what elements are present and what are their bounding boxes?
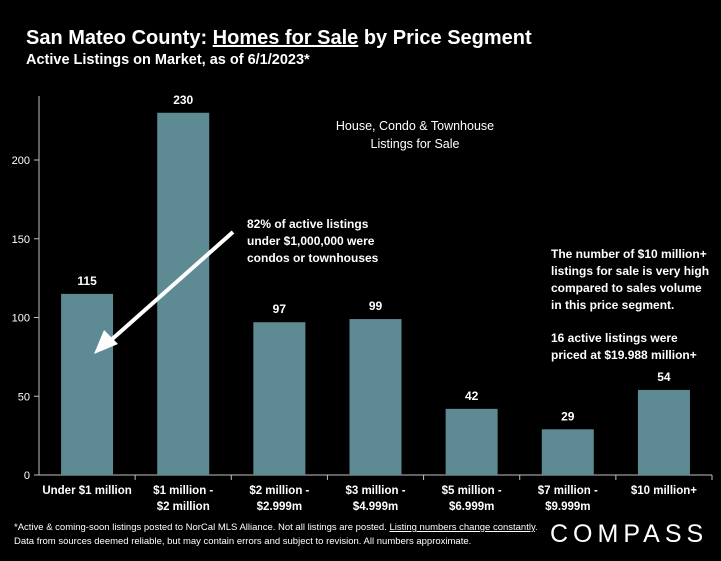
x-tick-label: $2.999m: [257, 501, 302, 513]
title-emphasis: Homes for Sale: [212, 27, 359, 49]
title-prefix: San Mateo County:: [26, 27, 213, 49]
series-annotation-line: Listings for Sale: [371, 137, 460, 151]
sixteen-listings-note-line: priced at $19.988 million+: [551, 348, 697, 362]
bar: [445, 408, 498, 475]
chart-subtitle: Active Listings on Market, as of 6/1/202…: [26, 52, 310, 68]
footnote-text-a: *Active & coming-soon listings posted to…: [14, 522, 390, 533]
y-tick-label: 100: [12, 313, 30, 325]
ten-million-note-line: compared to sales volume: [551, 281, 702, 295]
x-tick-label: $1 million -: [153, 485, 213, 497]
compass-logo: COMPASS: [550, 520, 709, 548]
x-tick-label: $7 million -: [538, 485, 598, 497]
bar: [637, 389, 690, 475]
x-tick-label: $5 million -: [442, 485, 502, 497]
y-tick-label: 150: [12, 234, 30, 246]
bar-value-label: 99: [369, 299, 383, 313]
x-tick-label: $9.999m: [545, 501, 590, 513]
arrow-annotation-line: under $1,000,000 were: [247, 234, 375, 248]
y-tick-label: 200: [12, 155, 30, 167]
arrow-annotation-line: 82% of active listings: [247, 217, 369, 231]
bar-value-label: 42: [465, 389, 479, 403]
series-annotation-line: House, Condo & Townhouse: [336, 119, 494, 133]
x-tick-label: Under $1 million: [42, 485, 131, 497]
ten-million-note-line: in this price segment.: [551, 298, 674, 312]
footnote-text-b: . Data from sources deemed reliable, but…: [14, 522, 538, 547]
footnote: *Active & coming-soon listings posted to…: [14, 521, 544, 549]
chart-title: San Mateo County: Homes for Sale by Pric…: [26, 27, 532, 50]
bar: [253, 322, 306, 475]
bar-value-label: 97: [273, 302, 287, 316]
bar-value-label: 115: [77, 274, 97, 288]
bar: [61, 293, 114, 475]
bar-value-label: 230: [173, 93, 193, 107]
x-tick-label: $6.999m: [449, 501, 494, 513]
x-tick-label: $4.999m: [353, 501, 398, 513]
footnote-link[interactable]: Listing numbers change constantly: [389, 522, 536, 533]
arrow-annotation-line: condos or townhouses: [247, 251, 379, 265]
bar: [349, 319, 402, 475]
annotation-arrow-head: [94, 330, 118, 354]
x-tick-label: $3 million -: [345, 485, 405, 497]
x-tick-label: $2 million -: [249, 485, 309, 497]
bar-value-label: 54: [657, 370, 671, 384]
x-tick-label: $10 million+: [631, 485, 697, 497]
bar: [541, 429, 594, 475]
sixteen-listings-note-line: 16 active listings were: [551, 331, 678, 345]
ten-million-note-line: listings for sale is very high: [551, 264, 709, 278]
bar-value-label: 29: [561, 409, 575, 423]
annotation-arrow-shaft: [108, 230, 235, 343]
y-tick-label: 50: [18, 391, 30, 403]
x-tick-label: $2 million: [157, 501, 210, 513]
ten-million-note-line: The number of $10 million+: [551, 247, 707, 261]
y-tick-label: 0: [24, 470, 30, 482]
title-suffix: by Price Segment: [358, 27, 532, 49]
